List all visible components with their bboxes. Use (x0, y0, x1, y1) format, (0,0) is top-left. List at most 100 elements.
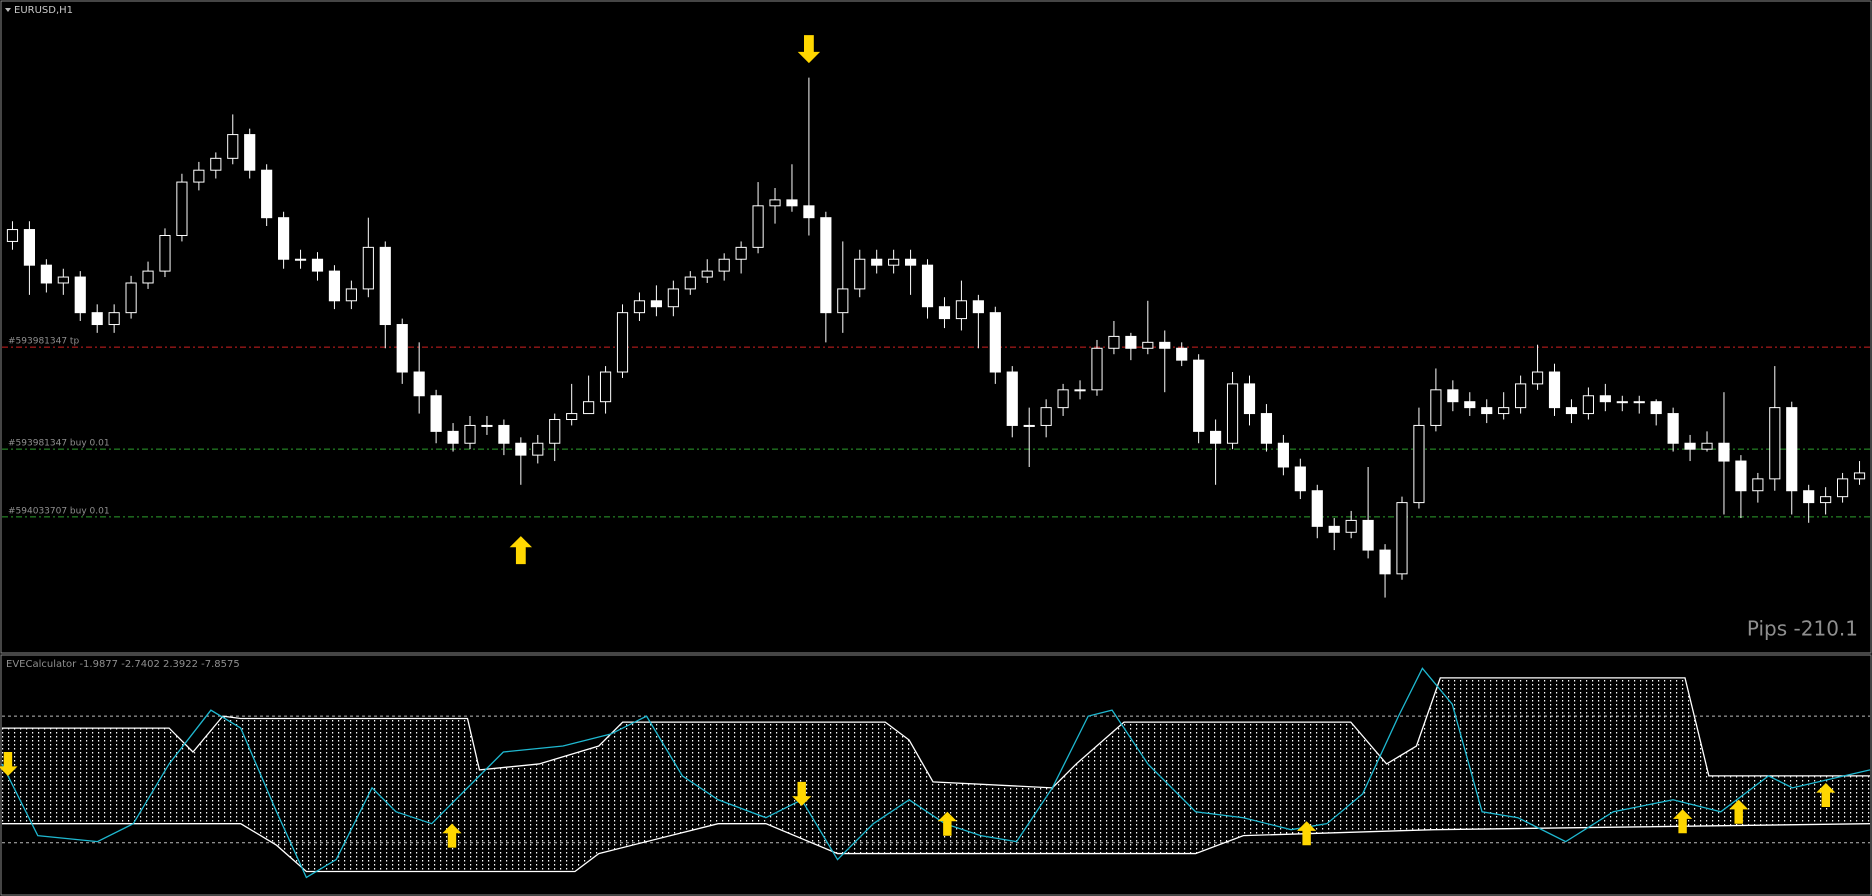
candle-body (566, 413, 578, 421)
candle-body (91, 312, 103, 326)
candle-body (972, 300, 984, 314)
candle-body (583, 401, 595, 415)
candle-body (1159, 341, 1171, 349)
candle-body (735, 246, 747, 260)
candle-body (193, 169, 205, 183)
candle-body (1277, 442, 1289, 468)
candle-body (633, 300, 646, 314)
indicator-line (1, 667, 1871, 879)
candle-body (1531, 371, 1544, 385)
indicator-arrow (1673, 809, 1693, 834)
candle-body (1853, 472, 1866, 480)
candle-body (650, 300, 662, 308)
candle-body (1243, 383, 1256, 415)
candle-body (1820, 496, 1832, 504)
candle-body (1752, 478, 1764, 492)
indicator-arrow (1729, 799, 1749, 824)
candle-body (820, 217, 832, 314)
candle-body (159, 234, 171, 272)
candle-body (1515, 383, 1527, 409)
candle-body (1633, 401, 1645, 404)
candle-body (1548, 371, 1561, 409)
candle-body (1328, 525, 1340, 533)
candle-body (125, 282, 137, 314)
candle-body (752, 205, 764, 248)
candle-body (345, 288, 357, 302)
order-label: #593981347 tp (8, 337, 79, 347)
candle-body (108, 312, 120, 326)
candle-body (684, 276, 696, 290)
candle-body (1226, 383, 1239, 444)
candle-body (244, 134, 256, 171)
indicator-arrow (792, 781, 812, 806)
candle-body (1125, 335, 1137, 349)
candle-body (1498, 407, 1510, 415)
candle-body (989, 312, 1001, 373)
candle-body (1260, 413, 1273, 444)
candle-body (515, 442, 527, 456)
signal-arrow (509, 536, 533, 565)
candle-body (871, 258, 883, 266)
candle-body (1667, 413, 1679, 444)
candle-body (1057, 389, 1069, 409)
indicator-line (2, 823, 1871, 873)
candle-body (396, 324, 408, 373)
candle-body (1176, 347, 1188, 361)
candle-body (142, 270, 154, 284)
order-label: #593981347 buy 0.01 (8, 439, 110, 449)
candle-body (1735, 460, 1747, 492)
candle-body (1599, 395, 1611, 403)
candle-body (57, 276, 69, 284)
candle-body (498, 424, 510, 444)
candle-body (379, 246, 391, 326)
indicator-line (2, 677, 1870, 789)
candle-body (667, 288, 679, 308)
candle-body (278, 217, 290, 260)
candle-body (481, 424, 493, 427)
candle-body (701, 270, 713, 278)
indicator-arrow (0, 751, 18, 776)
candle-body (23, 229, 36, 266)
indicator-arrow (1297, 821, 1317, 846)
candle-body (294, 258, 307, 261)
candle-body (837, 288, 849, 314)
candle-body (176, 181, 188, 236)
candle-body (1040, 407, 1052, 426)
order-label: #594033707 buy 0.01 (8, 506, 110, 516)
candle-body (1447, 389, 1459, 403)
indicator-arrow (442, 823, 462, 848)
candle-body (786, 199, 798, 207)
candle-body (1769, 407, 1781, 480)
candle-body (1413, 424, 1425, 504)
indicator-arrow (937, 811, 957, 836)
candle-body (854, 258, 866, 290)
candle-body (210, 157, 222, 171)
candle-body (1023, 424, 1035, 427)
main-panel (0, 0, 1872, 654)
candle-body (1684, 442, 1696, 450)
candle-body (1582, 395, 1594, 415)
candle-body (769, 199, 781, 207)
candle-body (1803, 490, 1815, 504)
candle-body (888, 258, 900, 266)
candle-body (718, 258, 730, 272)
candle-body (74, 276, 86, 314)
candle-body (1650, 401, 1662, 415)
candle-body (311, 258, 324, 272)
candle-body (599, 371, 612, 403)
candle-body (464, 424, 476, 444)
symbol-title: EURUSD,H1 (14, 5, 73, 16)
candle-body (1396, 502, 1408, 575)
candle-body (803, 205, 815, 219)
candle-body (1430, 389, 1442, 426)
candle-body (1108, 335, 1120, 349)
menu-triangle[interactable] (5, 8, 11, 12)
indicator-arrow (1816, 783, 1836, 808)
candle-body (227, 134, 239, 159)
indicator-title: EVECalculator -1.9877 -2.7402 2.3922 -7.… (6, 659, 240, 670)
candle-body (261, 169, 273, 219)
pips-label: Pips -210.1 (1747, 617, 1858, 641)
candle-body (1616, 401, 1628, 404)
